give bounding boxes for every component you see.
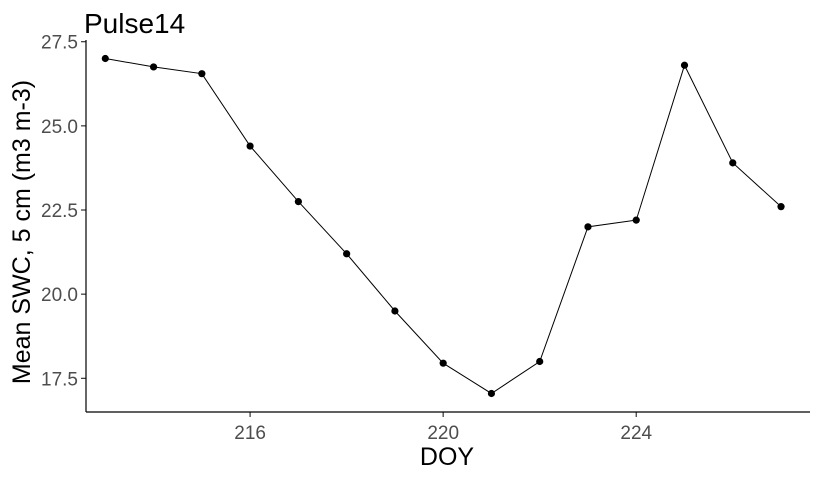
- x-tick-label: 220: [427, 423, 459, 444]
- data-point: [246, 142, 254, 150]
- x-axis-title: DOY: [420, 443, 475, 471]
- data-point: [149, 63, 158, 71]
- data-point: [439, 359, 447, 367]
- data-point: [680, 61, 689, 69]
- y-tick-label: 25.0: [41, 117, 78, 138]
- x-tick-label: 216: [234, 423, 266, 444]
- data-point: [391, 307, 399, 315]
- data-point: [536, 357, 544, 366]
- y-tick-label: 22.5: [41, 201, 78, 222]
- data-point: [343, 250, 351, 258]
- data-point: [198, 70, 206, 78]
- data-points: [101, 54, 785, 398]
- y-tick-label: 20.0: [41, 285, 78, 306]
- y-tick-label: 17.5: [41, 369, 78, 390]
- x-tick-label: 224: [620, 423, 652, 444]
- y-axis-ticks: 17.5 20.0 22.5 25.0 27.5: [41, 33, 86, 390]
- data-point: [632, 216, 640, 224]
- data-point: [584, 223, 592, 231]
- y-axis-title: Mean SWC, 5 cm (m3 m-3): [8, 80, 36, 384]
- y-tick-label: 27.5: [41, 33, 78, 54]
- data-point: [729, 159, 737, 167]
- series-line: [105, 58, 782, 395]
- x-axis-ticks: 216 220 224: [234, 412, 653, 444]
- data-point: [777, 203, 785, 211]
- chart-title: Pulse14: [84, 8, 185, 39]
- data-point: [294, 197, 302, 206]
- data-point: [487, 389, 496, 398]
- data-point: [101, 54, 109, 63]
